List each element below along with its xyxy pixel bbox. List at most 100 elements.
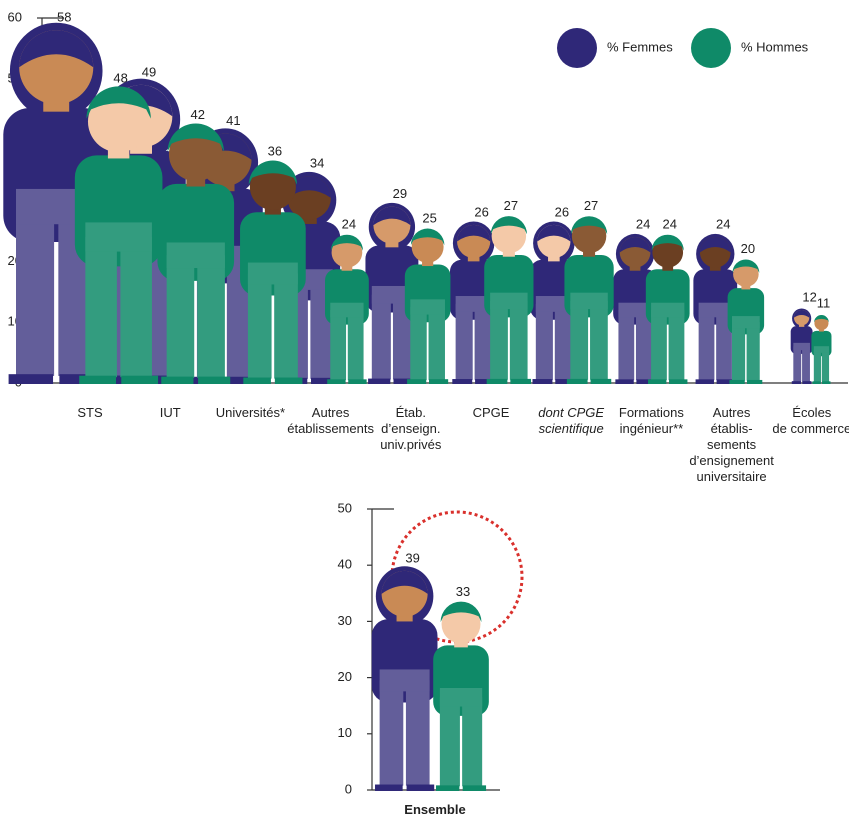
person — [727, 259, 765, 384]
leg — [247, 273, 272, 379]
hips — [85, 222, 152, 252]
hips — [618, 302, 652, 318]
shoe — [100, 375, 139, 384]
shoe — [161, 376, 194, 384]
hair — [248, 160, 298, 185]
leg — [590, 300, 608, 380]
value-label: 24 — [662, 216, 676, 231]
head — [411, 230, 444, 263]
shoe — [274, 377, 303, 384]
leg — [16, 206, 55, 376]
value-label: 26 — [555, 204, 569, 219]
hips — [455, 296, 492, 312]
x-tick-label: Ensemble — [404, 802, 466, 817]
leg — [746, 322, 760, 381]
shoe — [121, 375, 159, 384]
leg — [651, 310, 667, 381]
y-tick-label: 0 — [345, 781, 352, 796]
leg — [85, 237, 117, 378]
hair — [732, 259, 760, 273]
hair — [440, 601, 482, 623]
leg — [635, 310, 652, 381]
leg — [330, 310, 347, 381]
shoe — [475, 379, 496, 384]
value-label: 24 — [636, 216, 650, 231]
hair — [651, 234, 684, 251]
hips — [490, 292, 528, 310]
head — [652, 237, 684, 268]
head — [168, 127, 223, 182]
head — [441, 604, 481, 644]
person — [433, 601, 489, 791]
leg — [535, 303, 553, 380]
leg — [821, 349, 830, 382]
head — [733, 261, 759, 287]
hips — [570, 292, 608, 310]
leg — [405, 680, 430, 786]
fringe — [537, 224, 571, 242]
value-label: 33 — [456, 584, 470, 599]
shoe — [243, 377, 271, 384]
fringe — [287, 176, 331, 198]
legend-label: % Femmes — [607, 39, 673, 54]
leg — [379, 680, 404, 786]
head — [814, 316, 829, 331]
leg — [570, 300, 589, 380]
shoe — [198, 376, 231, 384]
person — [645, 234, 690, 384]
leg — [274, 273, 298, 379]
shoe — [566, 378, 588, 384]
shoe — [746, 379, 763, 384]
leg — [371, 294, 391, 380]
shoe — [716, 379, 735, 384]
person — [240, 160, 306, 384]
hips — [247, 262, 298, 285]
shoe — [435, 785, 460, 791]
legend-swatch — [557, 28, 597, 68]
value-label: 34 — [310, 156, 324, 171]
hips — [731, 316, 760, 329]
shoe — [791, 381, 801, 384]
shoe — [311, 377, 338, 384]
person — [3, 22, 110, 384]
fringe — [19, 30, 94, 68]
fringe — [793, 310, 810, 318]
shoe — [327, 379, 346, 384]
shoe — [486, 378, 508, 384]
y-tick-label: 20 — [338, 669, 352, 684]
head — [249, 164, 296, 210]
value-label: 58 — [57, 10, 71, 25]
fringe — [699, 237, 731, 253]
hair — [814, 315, 829, 323]
value-label: 39 — [405, 550, 419, 565]
shoe — [636, 379, 655, 384]
x-tick-label: Écoles de commerce — [772, 405, 849, 436]
leg — [462, 697, 483, 787]
value-label: 24 — [342, 216, 356, 231]
value-label: 41 — [226, 113, 240, 128]
person — [74, 86, 163, 384]
leg — [509, 300, 528, 380]
x-tick-label: Autres établissements — [287, 405, 374, 436]
shoe — [375, 784, 403, 791]
shoe — [8, 374, 54, 384]
hips — [793, 342, 810, 351]
legend-label: % Hommes — [741, 39, 809, 54]
shoe — [532, 379, 553, 384]
shoe — [822, 381, 831, 384]
value-label: 25 — [422, 210, 436, 225]
hips — [330, 302, 364, 318]
shoe — [695, 379, 714, 384]
person — [484, 216, 534, 384]
value-label: 27 — [504, 198, 518, 213]
hips — [439, 687, 483, 707]
shoe — [648, 379, 667, 384]
head — [331, 237, 363, 268]
value-label: 49 — [142, 64, 156, 79]
hips — [651, 302, 685, 318]
hair — [410, 228, 445, 246]
hips — [813, 346, 830, 353]
leg — [554, 303, 572, 380]
legend-swatch — [691, 28, 731, 68]
value-label: 27 — [584, 198, 598, 213]
